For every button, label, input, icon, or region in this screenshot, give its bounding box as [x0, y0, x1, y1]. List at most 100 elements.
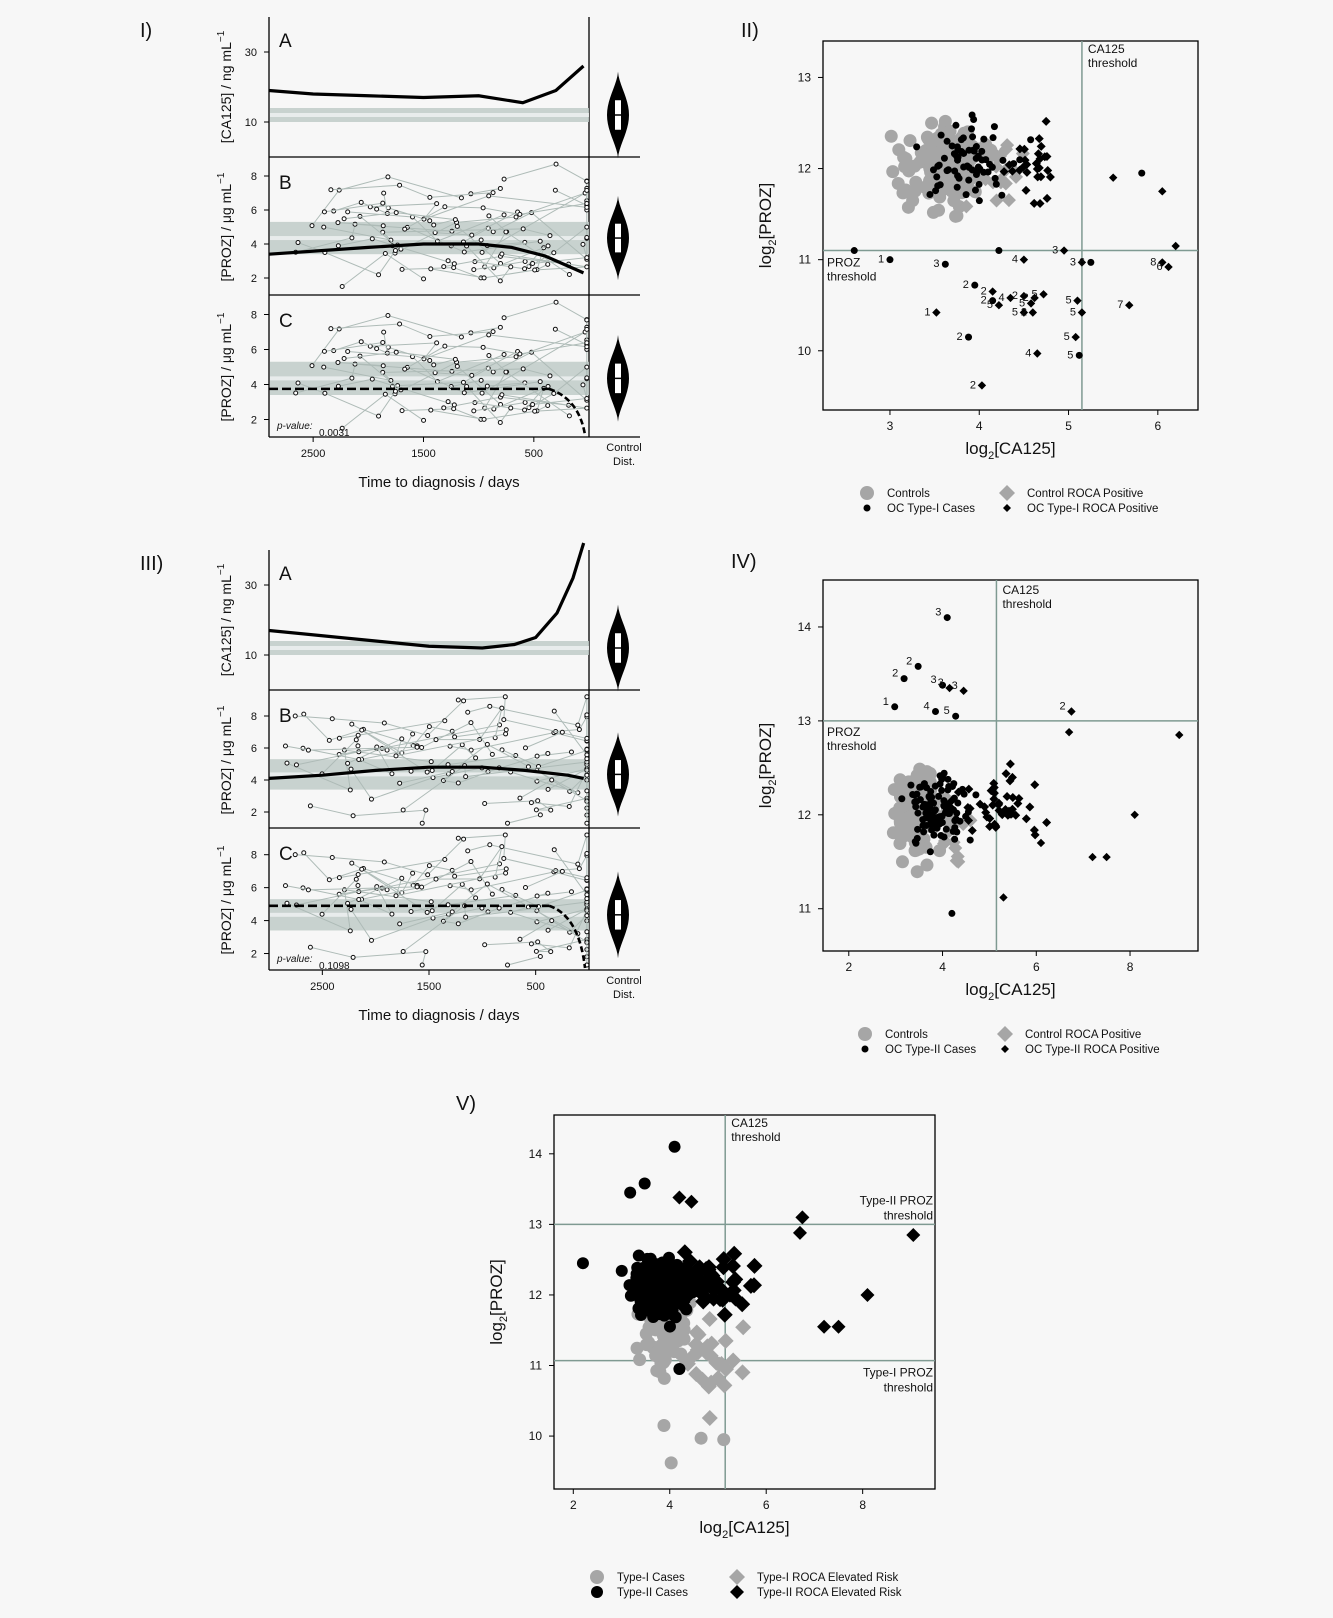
case-point [937, 131, 945, 139]
sample-point [414, 744, 420, 750]
sample-point [350, 954, 356, 960]
case-point [951, 835, 959, 843]
y-tick-label: 6 [251, 883, 257, 895]
trajectory [333, 332, 389, 354]
x-tick-label: 500 [526, 981, 544, 993]
sample-point [533, 807, 539, 813]
case-point [922, 822, 930, 830]
sample-point [534, 893, 540, 899]
control-roca-positive [701, 1310, 718, 1327]
sample-point [486, 213, 492, 219]
legend-label: OC Type-II ROCA Positive [1025, 1044, 1160, 1056]
sample-point [336, 735, 342, 741]
plot-frame [553, 1114, 936, 1490]
case-point [969, 133, 977, 141]
case-number-label: 4 [999, 292, 1005, 304]
case-point [978, 147, 986, 155]
trajectory [451, 379, 482, 387]
case-roca-positive [1042, 193, 1052, 203]
x-tick-label: 4 [976, 419, 983, 433]
sample-point [335, 359, 341, 365]
case-roca-positive [1043, 166, 1053, 176]
trajectory [302, 746, 394, 775]
control-point [938, 114, 952, 128]
x-tick-label: 4 [666, 1498, 673, 1512]
sample-point [284, 760, 290, 766]
case-number-label: 2 [906, 655, 912, 667]
sample-point [410, 870, 416, 876]
case-roca-positive [1164, 262, 1173, 272]
sample-point [517, 795, 523, 801]
sample-point [414, 884, 420, 890]
proz-threshold-label: PROZ [827, 256, 860, 270]
case-point [663, 1320, 676, 1333]
sample-point [517, 211, 523, 217]
y-tick-label: 13 [798, 714, 812, 728]
sample-point [584, 375, 590, 381]
case-point [1075, 351, 1083, 359]
change-point-curve [548, 387, 587, 436]
sample-point [428, 407, 434, 413]
trajectory [341, 393, 424, 429]
sample-point [499, 392, 505, 398]
sample-point [501, 212, 507, 218]
sample-point [549, 918, 555, 924]
case-roca-positive [1019, 291, 1029, 301]
sample-point [305, 747, 311, 753]
sample-point [486, 353, 492, 359]
case-point [975, 180, 983, 188]
case-point [694, 1431, 708, 1445]
trajectory [295, 838, 464, 876]
trajectory [337, 222, 384, 227]
sample-point [479, 249, 485, 255]
sample-point [503, 870, 509, 876]
case-roca-positive [990, 819, 1000, 829]
case-roca-positive [716, 1306, 733, 1323]
mean-trend-curve [268, 242, 585, 275]
case-roca-positive [672, 1190, 687, 1205]
case-number-label: 5 [1012, 307, 1018, 319]
case-roca-positive [1033, 349, 1042, 358]
case-point [952, 121, 960, 129]
case-point [976, 165, 984, 173]
control-band-median [270, 772, 589, 777]
sample-point [535, 798, 541, 804]
sample-point [490, 190, 496, 196]
sample-point [353, 737, 359, 743]
sample-point [341, 356, 347, 362]
sample-point [384, 747, 390, 753]
control-dist-label: Dist. [613, 456, 635, 468]
trajectory [487, 891, 572, 913]
sample-point [282, 883, 288, 889]
legend-marker [1001, 1045, 1009, 1053]
case-number-label: 2 [1023, 292, 1029, 304]
legend-label: Type-I Cases [617, 1572, 685, 1584]
x-axis-label: log2[CA125] [965, 980, 1055, 1003]
sample-point [326, 877, 332, 883]
sample-point [545, 261, 551, 267]
case-point [932, 707, 939, 715]
case-roca-positive [817, 1319, 832, 1334]
control-band-median [270, 236, 589, 241]
proz-threshold-label: threshold [827, 270, 876, 284]
case-point [934, 820, 942, 828]
ca125-threshold-label: CA125 [1002, 583, 1039, 597]
case-point [914, 809, 922, 817]
change-point-curve [548, 904, 587, 969]
case-number-label: 2 [1012, 290, 1018, 302]
sample-point [497, 185, 503, 191]
sample-point [487, 703, 493, 709]
case-roca-positive [1036, 172, 1046, 182]
p-value: 0.0031 [319, 428, 350, 439]
sample-point [513, 214, 519, 220]
case-point [664, 1456, 678, 1470]
sample-point [322, 390, 328, 396]
case-point [963, 162, 971, 170]
case-roca-positive [1025, 802, 1035, 812]
sample-point [426, 863, 432, 869]
trajectory [330, 184, 494, 198]
sample-point [584, 204, 590, 210]
x-tick-label: 8 [1127, 960, 1134, 974]
sample-point [584, 820, 590, 826]
control-point [657, 1371, 671, 1385]
